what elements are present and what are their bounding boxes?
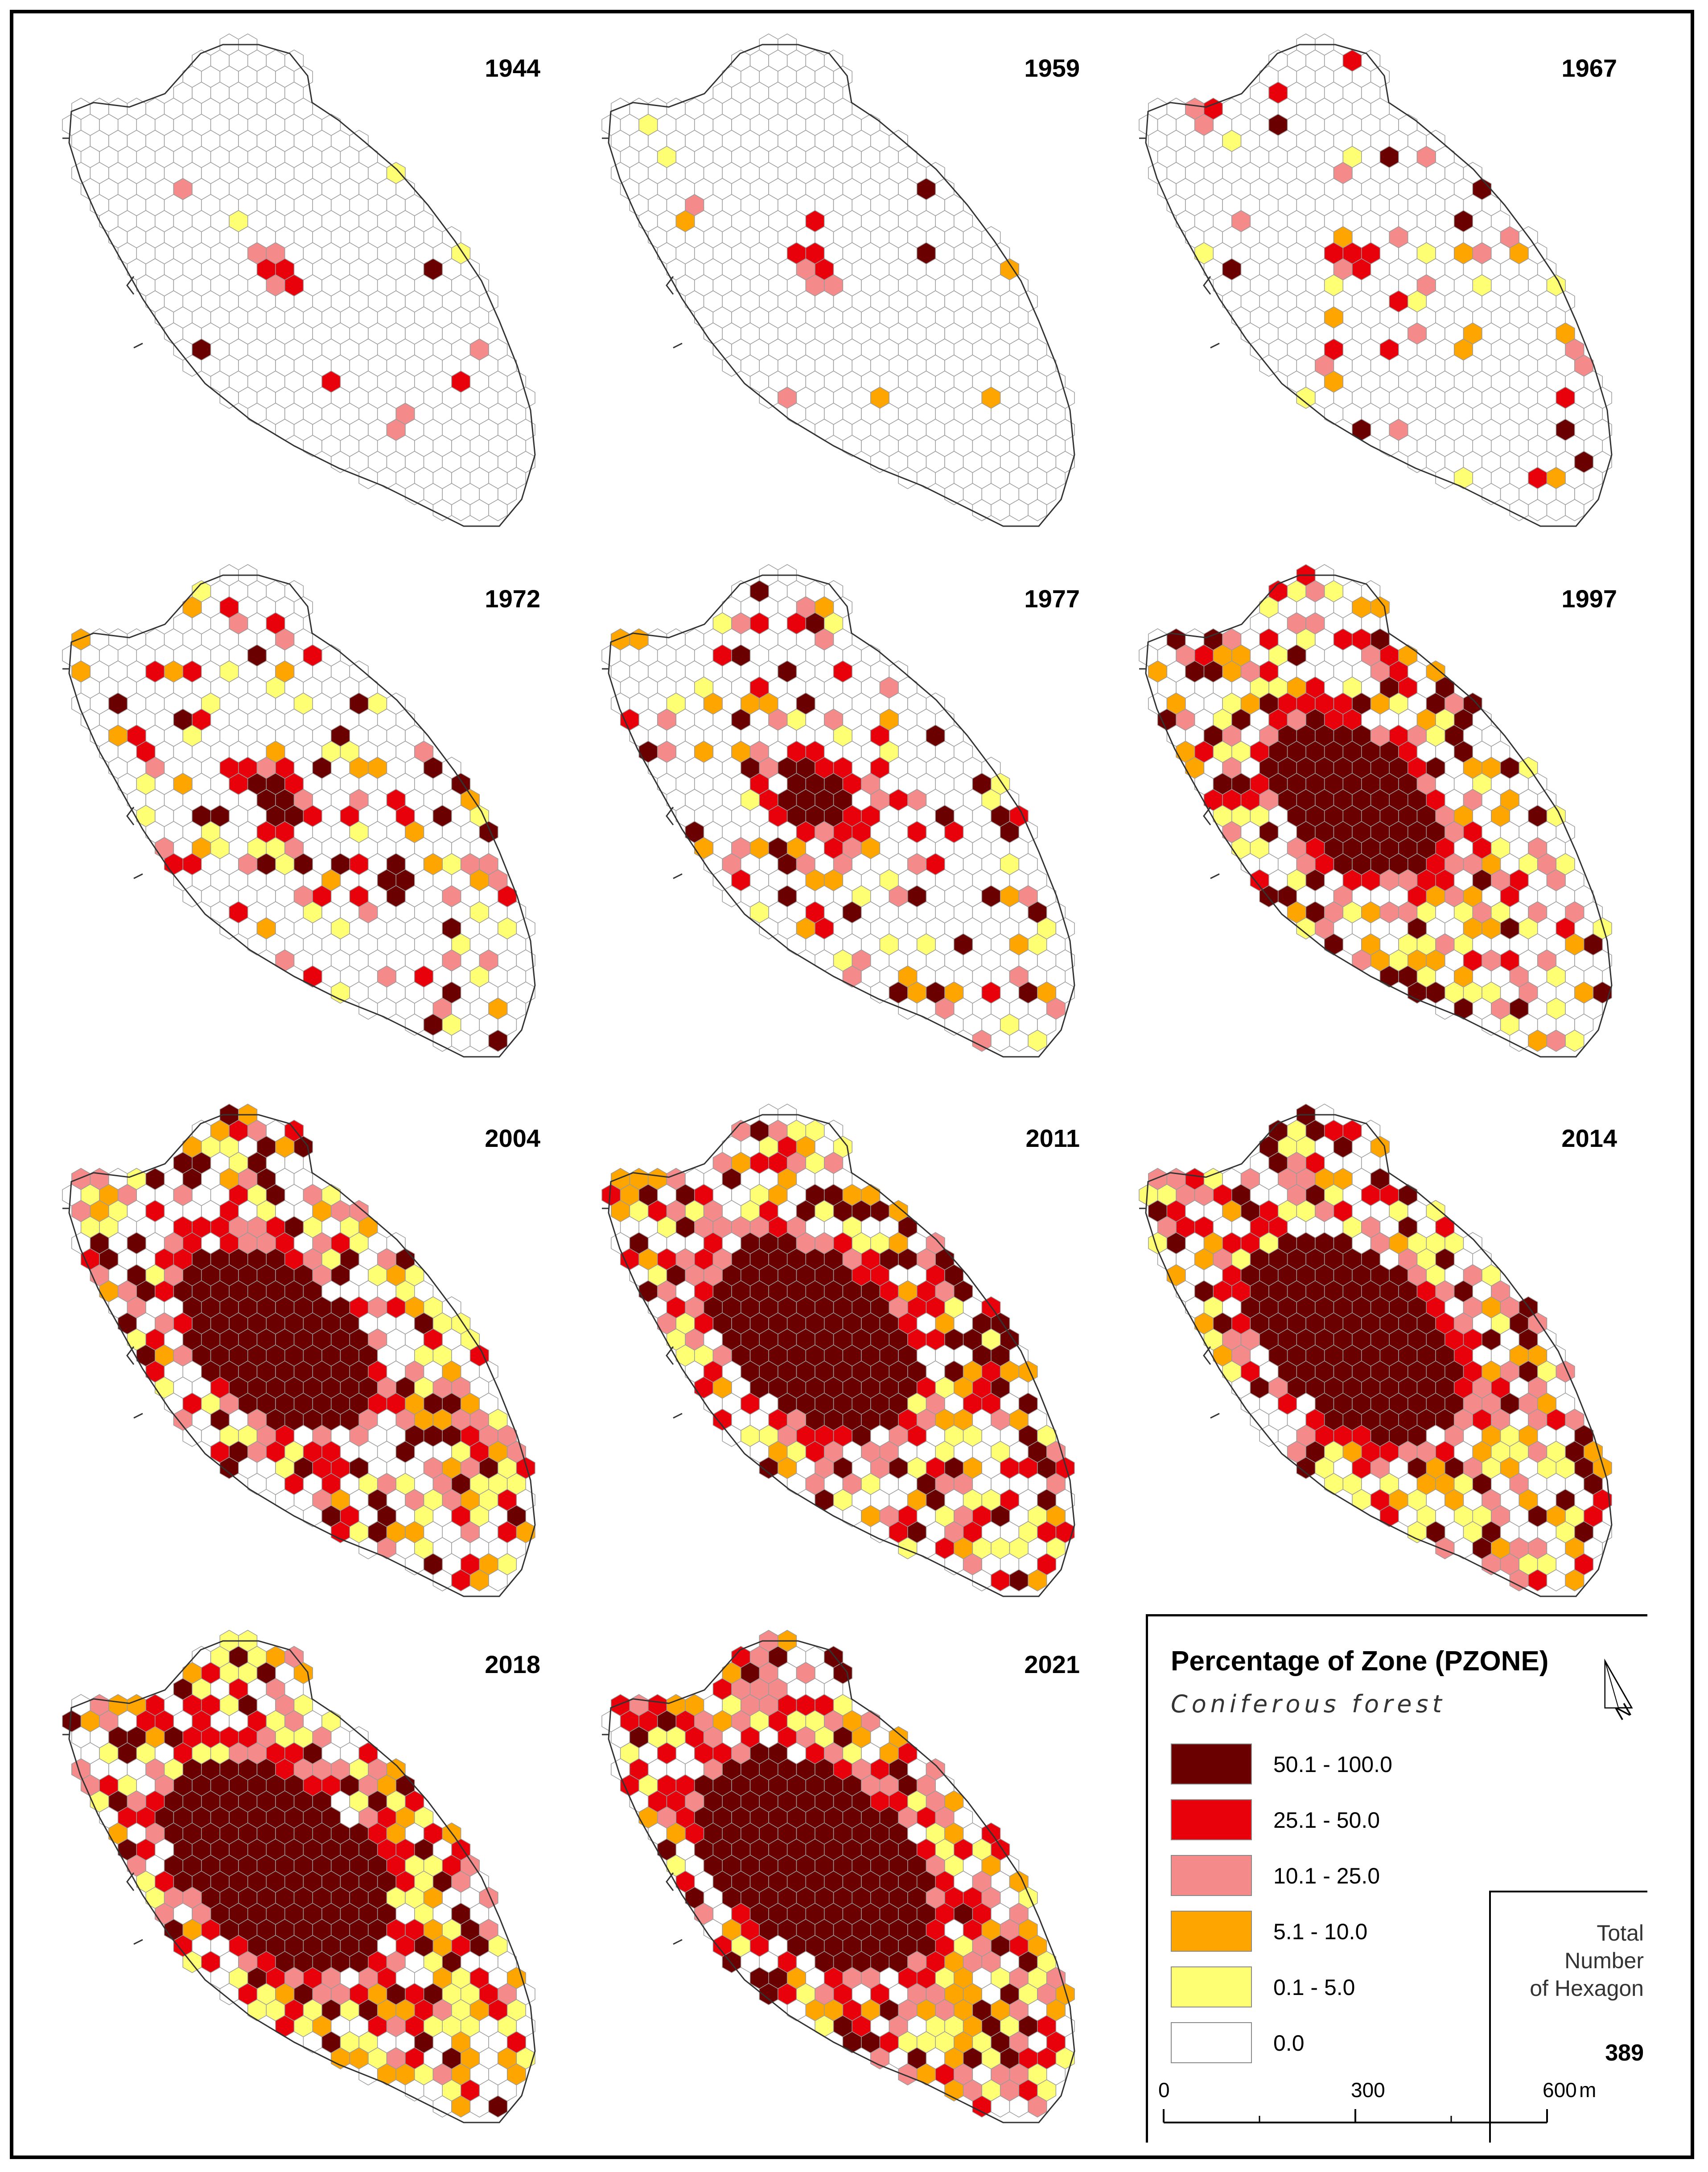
total-hexagon-box: Total Number of Hexagon 389: [1489, 1891, 1647, 2143]
pier-mark: [602, 137, 683, 349]
hexagon-cell: [488, 1569, 508, 1591]
hexagon-cell: [1028, 1569, 1047, 1591]
pier-mark: [1139, 137, 1220, 349]
hexagon-map: [601, 564, 1075, 1058]
map-year-label: 1997: [1561, 585, 1617, 613]
pier-mark: [1139, 668, 1220, 879]
hexagon-cell: [488, 499, 508, 521]
hexagon-cell: [1028, 499, 1047, 521]
legend-class: 50.1 - 100.0: [1171, 1743, 1456, 1786]
pier-mark: [602, 668, 683, 879]
map-panel-2014: 2014: [1103, 1097, 1630, 1619]
island-outline: [608, 574, 1075, 1058]
map-year-label: 2014: [1561, 1124, 1617, 1152]
hexagon-cell: [1028, 2095, 1047, 2118]
total-hexagon-label: Total Number of Hexagon: [1530, 1921, 1644, 2001]
scale-bar: 0 300 600 m: [1155, 2078, 1601, 2140]
hexagon-map: [1139, 1104, 1613, 1597]
legend-class: 0.0: [1171, 2022, 1456, 2065]
pier-mark: [602, 1734, 683, 1945]
legend-class: 0.1 - 5.0: [1171, 1966, 1456, 2009]
total-hexagon-value: 389: [1605, 2040, 1644, 2066]
map-panel-2021: 2021: [566, 1623, 1092, 2145]
island-outline: [68, 1640, 536, 2123]
legend-frame: [1146, 1614, 1647, 2143]
hexagon-map: [601, 1630, 1075, 2123]
hexagon-map: [601, 33, 1075, 527]
legend-class: 5.1 - 10.0: [1171, 1911, 1456, 1954]
hexagon-cell: [1565, 1569, 1585, 1591]
island-outline: [68, 1114, 536, 1597]
legend-swatch: [1171, 1799, 1252, 1840]
hexagon-map: [62, 1630, 536, 2123]
pier-mark: [62, 1208, 143, 1419]
hexagon-map: [62, 33, 536, 527]
legend-swatch: [1171, 1911, 1252, 1952]
pier-mark: [62, 137, 143, 349]
legend-swatch: [1171, 1855, 1252, 1896]
scale-unit: m: [1579, 2078, 1597, 2102]
hexagon-map: [62, 564, 536, 1058]
island-outline: [608, 1114, 1075, 1597]
map-year-label: 1959: [1024, 54, 1080, 82]
hexagon-cell: [1028, 1030, 1047, 1052]
hexagon-map: [601, 1104, 1075, 1597]
island-outline: [608, 44, 1075, 527]
map-panel-1967: 1967: [1103, 27, 1630, 548]
legend-title: Percentage of Zone (PZONE): [1171, 1646, 1549, 1677]
island-outline: [608, 1640, 1075, 2123]
legend-class-label: 5.1 - 10.0: [1273, 1919, 1368, 1944]
pier-mark: [62, 1734, 143, 1945]
map-year-label: 1977: [1024, 585, 1080, 613]
legend-class-label: 50.1 - 100.0: [1273, 1752, 1392, 1777]
hexagon-cell: [1565, 499, 1585, 521]
legend-class-label: 10.1 - 25.0: [1273, 1863, 1380, 1888]
scale-bar-line: [1163, 2109, 1548, 2123]
map-year-label: 1944: [485, 54, 540, 82]
legend-subtitle: Coniferous forest: [1171, 1690, 1446, 1718]
hexagon-cell: [1565, 1030, 1585, 1052]
figure-frame: [10, 10, 1694, 2159]
legend-class-label: 0.1 - 5.0: [1273, 1975, 1355, 2000]
map-year-label: 2004: [485, 1124, 540, 1152]
map-panel-1977: 1977: [566, 557, 1092, 1079]
map-panel-2011: 2011: [566, 1097, 1092, 1619]
map-year-label: 2011: [1025, 1124, 1080, 1152]
map-panel-1944: 1944: [27, 27, 553, 548]
map-panel-1972: 1972: [27, 557, 553, 1079]
scale-label-0: 0: [1158, 2078, 1170, 2102]
island-outline: [68, 574, 536, 1058]
map-panel-2004: 2004: [27, 1097, 553, 1619]
island-outline: [1145, 574, 1613, 1058]
island-outline: [68, 44, 536, 527]
map-panel-1959: 1959: [566, 27, 1092, 548]
hexagon-map: [1139, 564, 1613, 1058]
legend-swatch: [1171, 1743, 1252, 1785]
north-arrow-icon: N: [1604, 1658, 1635, 1723]
legend-class-label: 25.1 - 50.0: [1273, 1808, 1380, 1833]
pier-mark: [62, 668, 143, 879]
hexagon-cell: [488, 1030, 508, 1052]
scale-label-300: 300: [1351, 2078, 1385, 2102]
scale-label-600: 600: [1543, 2078, 1577, 2102]
legend-swatch: [1171, 1966, 1252, 2007]
hexagon-cell: [488, 2095, 508, 2118]
map-year-label: 1967: [1561, 54, 1617, 82]
legend-class: 10.1 - 25.0: [1171, 1855, 1456, 1898]
island-outline: [1145, 1114, 1613, 1597]
pier-mark: [1139, 1208, 1220, 1419]
hexagon-map: [62, 1104, 536, 1597]
legend-class-label: 0.0: [1273, 2031, 1305, 2056]
legend: Percentage of Zone (PZONE) Coniferous fo…: [1146, 1614, 1647, 2143]
map-panel-2018: 2018: [27, 1623, 553, 2145]
map-year-label: 2018: [485, 1650, 540, 1678]
legend-swatch: [1171, 2022, 1252, 2063]
pier-mark: [602, 1208, 683, 1419]
map-year-label: 1972: [485, 585, 540, 613]
map-panel-1997: 1997: [1103, 557, 1630, 1079]
legend-class: 25.1 - 50.0: [1171, 1799, 1456, 1842]
hexagon-map: [1139, 33, 1613, 527]
island-outline: [1145, 44, 1613, 527]
map-year-label: 2021: [1024, 1650, 1080, 1678]
